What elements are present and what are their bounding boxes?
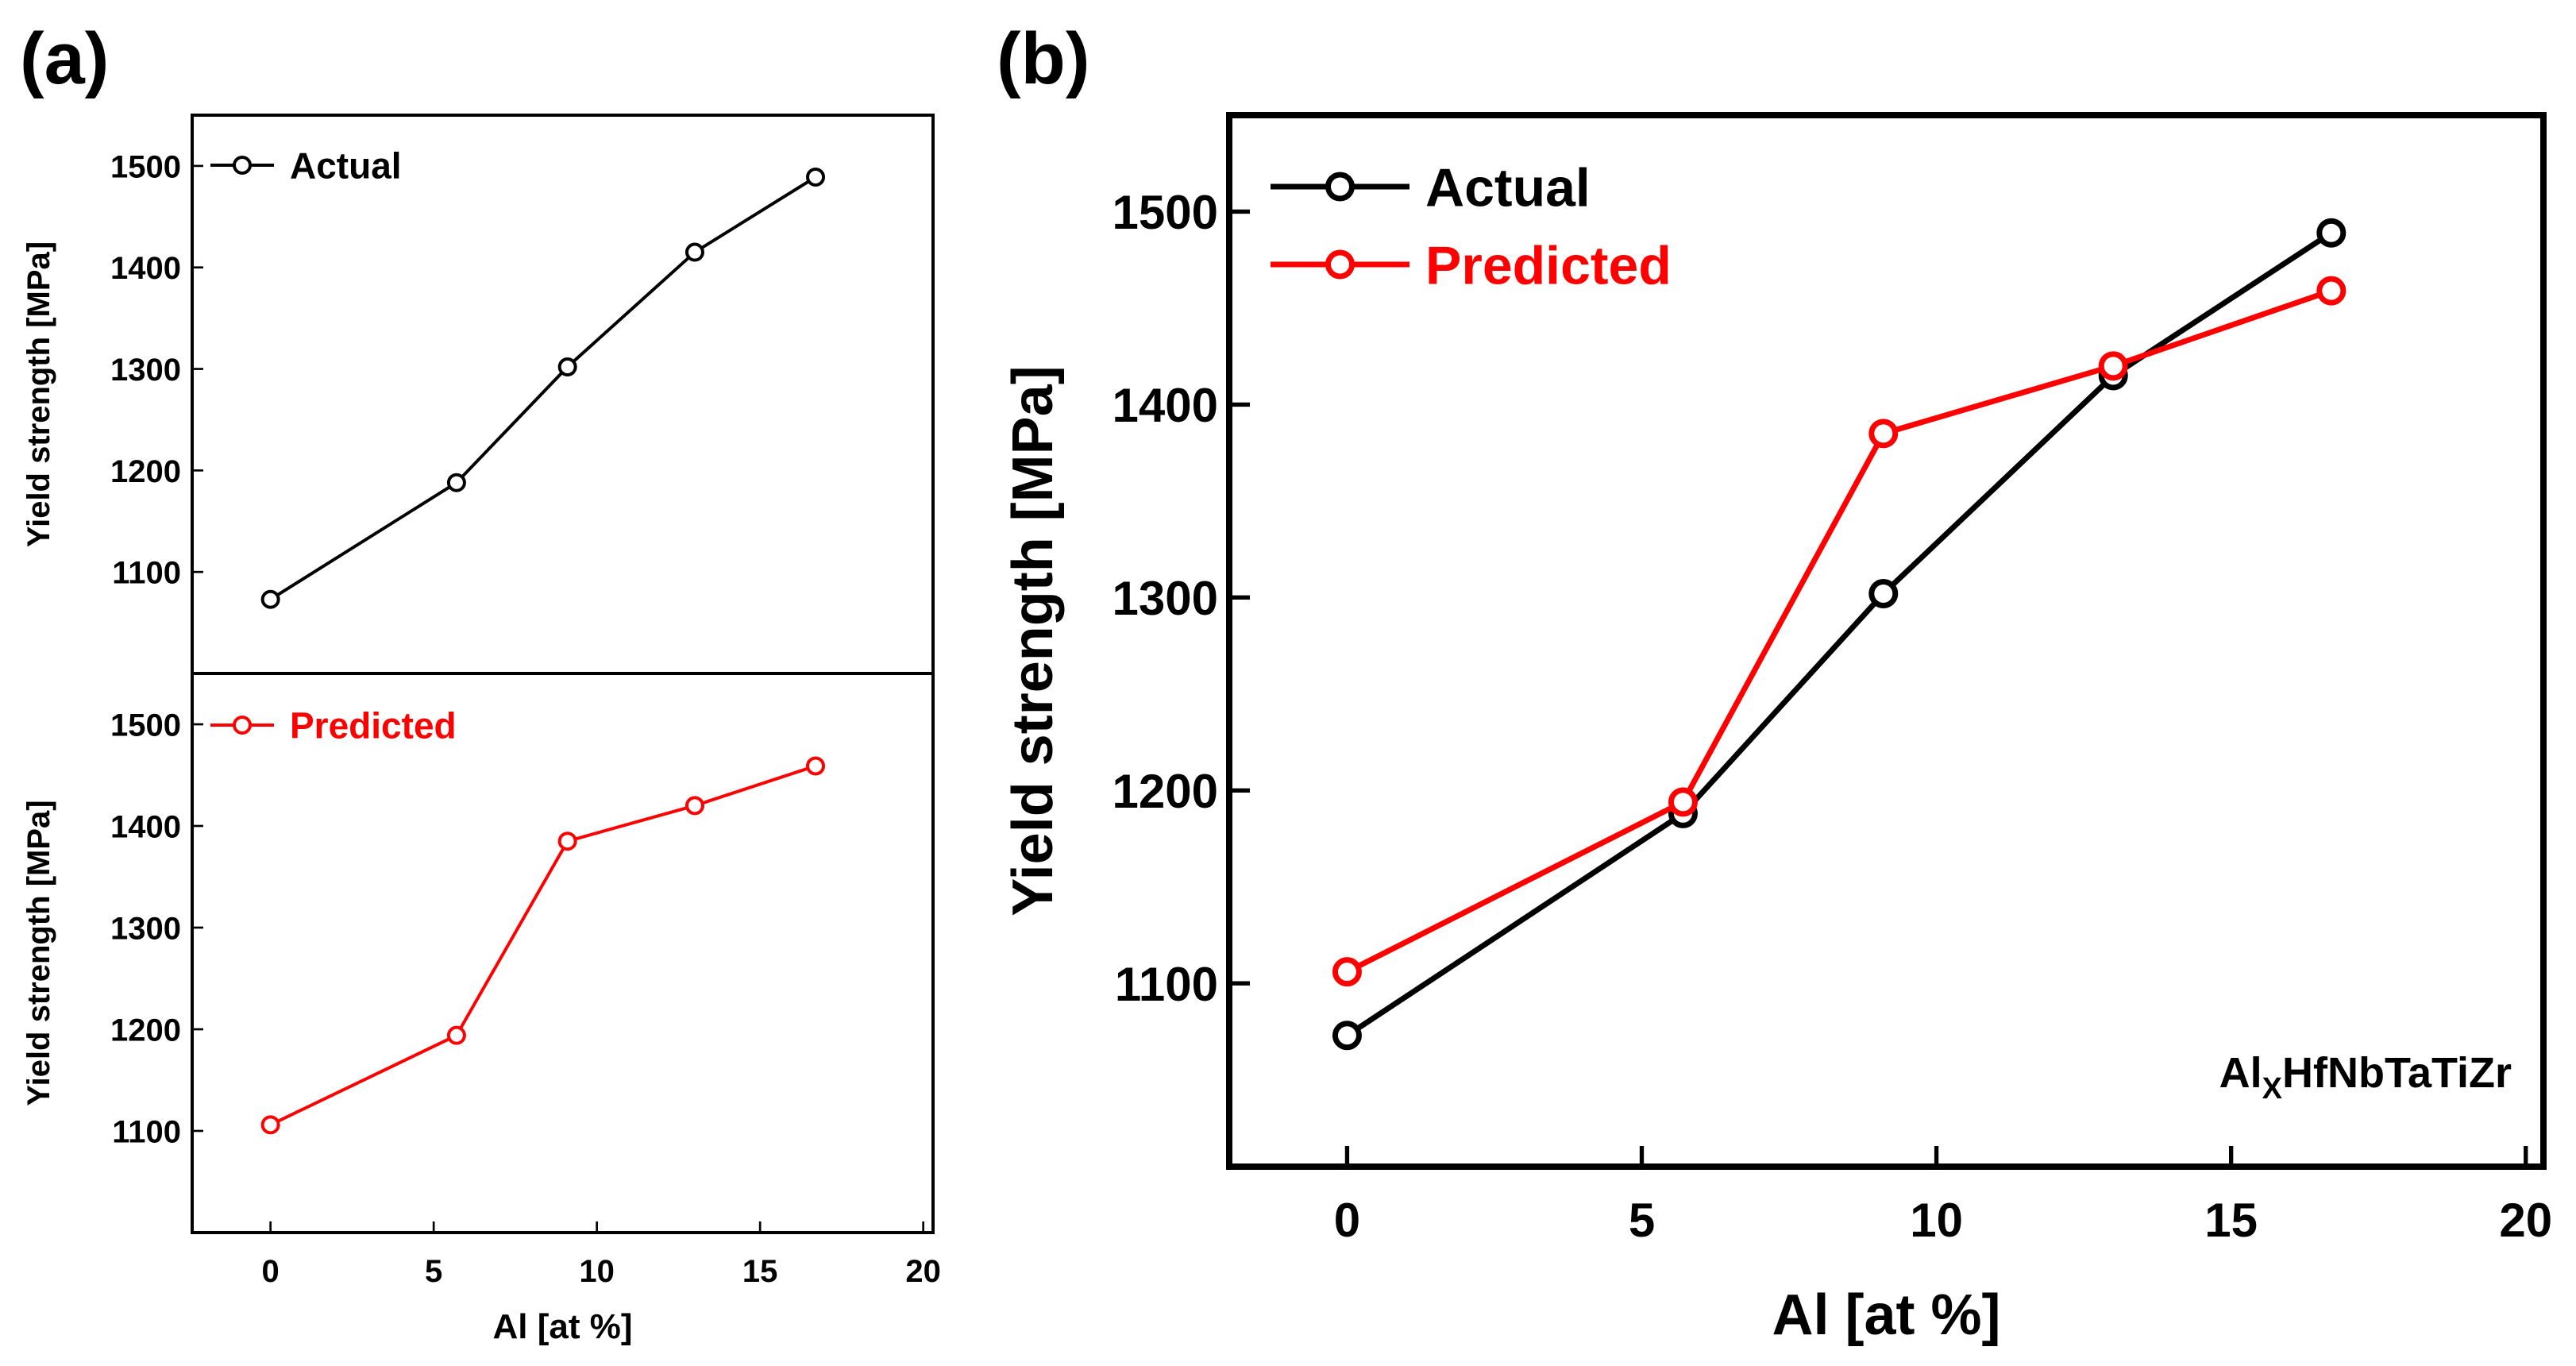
- x-tick-label: 20: [2499, 1194, 2552, 1247]
- x-tick-label: 10: [1910, 1194, 1963, 1247]
- x-tick-label: 5: [425, 1254, 442, 1289]
- x-tick-label: 0: [1334, 1194, 1360, 1247]
- data-point-predicted: [557, 832, 577, 851]
- series-line-predicted: [1345, 287, 2332, 974]
- plot-frame: [1226, 112, 2547, 1170]
- data-point-predicted: [1332, 957, 1362, 987]
- data-point-actual: [2316, 218, 2347, 248]
- x-axis-label: Al [at %]: [1772, 1283, 2001, 1347]
- plot-frame: [191, 114, 935, 675]
- y-tick-label: 1500: [110, 708, 181, 743]
- annotation-base: Al: [2219, 1049, 2262, 1097]
- data-point-predicted: [2098, 351, 2128, 381]
- legend-marker: [1325, 249, 1355, 280]
- y-axis-label: Yield strength [MPa]: [21, 241, 56, 547]
- y-tick-label: 1400: [1113, 379, 1218, 432]
- y-tick-label: 1400: [110, 251, 181, 286]
- plot-frame: [191, 672, 935, 1234]
- y-tick-label: 1400: [110, 809, 181, 844]
- data-point-predicted: [1868, 419, 1899, 449]
- y-tick-label: 1300: [1113, 572, 1218, 625]
- panel-label-a: (a): [20, 18, 109, 99]
- x-tick-label: 15: [2204, 1194, 2258, 1247]
- series-line-actual: [1345, 230, 2333, 1038]
- y-tick-label: 1200: [1113, 765, 1218, 818]
- legend-label-predicted: Predicted: [1425, 235, 1672, 295]
- data-point-actual: [806, 167, 826, 187]
- data-point-predicted: [806, 756, 826, 776]
- legend-marker: [233, 716, 252, 735]
- y-tick-label: 1200: [110, 1013, 181, 1048]
- composition-annotation: AlXHfNbTaTiZr: [2219, 1049, 2512, 1106]
- legend-marker: [1325, 172, 1355, 202]
- legend-label-actual: Actual: [1425, 157, 1591, 218]
- annotation-rest: HfNbTaTiZr: [2282, 1049, 2512, 1097]
- y-tick-label: 1100: [112, 1114, 181, 1149]
- data-point-predicted: [2316, 276, 2347, 306]
- series-line-actual: [269, 176, 817, 601]
- data-point-predicted: [684, 796, 704, 816]
- annotation-subscript: X: [2262, 1072, 2283, 1106]
- y-tick-label: 1300: [110, 353, 181, 388]
- x-tick-label: 0: [262, 1254, 280, 1289]
- x-axis-label: Al [at %]: [493, 1307, 633, 1346]
- y-axis-label: Yield strength [MPa]: [1001, 365, 1065, 916]
- data-point-predicted: [1668, 787, 1698, 817]
- y-axis-label: Yield strength [MPa]: [21, 800, 56, 1106]
- data-point-predicted: [446, 1025, 466, 1045]
- data-point-actual: [260, 589, 280, 609]
- x-tick-label: 20: [905, 1254, 941, 1289]
- data-point-actual: [1332, 1021, 1362, 1051]
- y-tick-label: 1500: [110, 149, 181, 184]
- y-tick-label: 1100: [112, 556, 181, 591]
- plot-a-top: 1100 1200 1300 1400 1500 Yield strength [MPa]…: [21, 114, 935, 675]
- y-tick-label: 1500: [1113, 186, 1218, 239]
- data-point-actual: [446, 473, 466, 492]
- data-point-actual: [684, 242, 704, 262]
- x-tick-label: 15: [742, 1254, 778, 1289]
- legend-marker: [233, 156, 252, 175]
- series-line-predicted: [269, 764, 816, 1127]
- legend-label-actual: Actual: [290, 145, 402, 187]
- data-point-predicted: [260, 1115, 280, 1135]
- y-tick-label: 1200: [110, 454, 181, 489]
- y-tick-label: 1300: [110, 911, 181, 946]
- x-tick-label: 10: [579, 1254, 615, 1289]
- legend-label-predicted: Predicted: [290, 705, 457, 747]
- y-tick-label: 1100: [1115, 958, 1218, 1011]
- panel-label-b: (b): [997, 18, 1089, 99]
- data-point-actual: [1868, 578, 1899, 608]
- plot-a-bottom: 1100 1200 1300 1400 1500 0 5 10 15 20 Al [at %] Yie…: [21, 672, 941, 1346]
- data-point-actual: [557, 357, 577, 376]
- x-tick-label: 5: [1629, 1194, 1655, 1247]
- plot-b: 1100 1200 1300 1400 1500 0 5 10 15 20 Al [at %] Yie…: [1001, 112, 2552, 1347]
